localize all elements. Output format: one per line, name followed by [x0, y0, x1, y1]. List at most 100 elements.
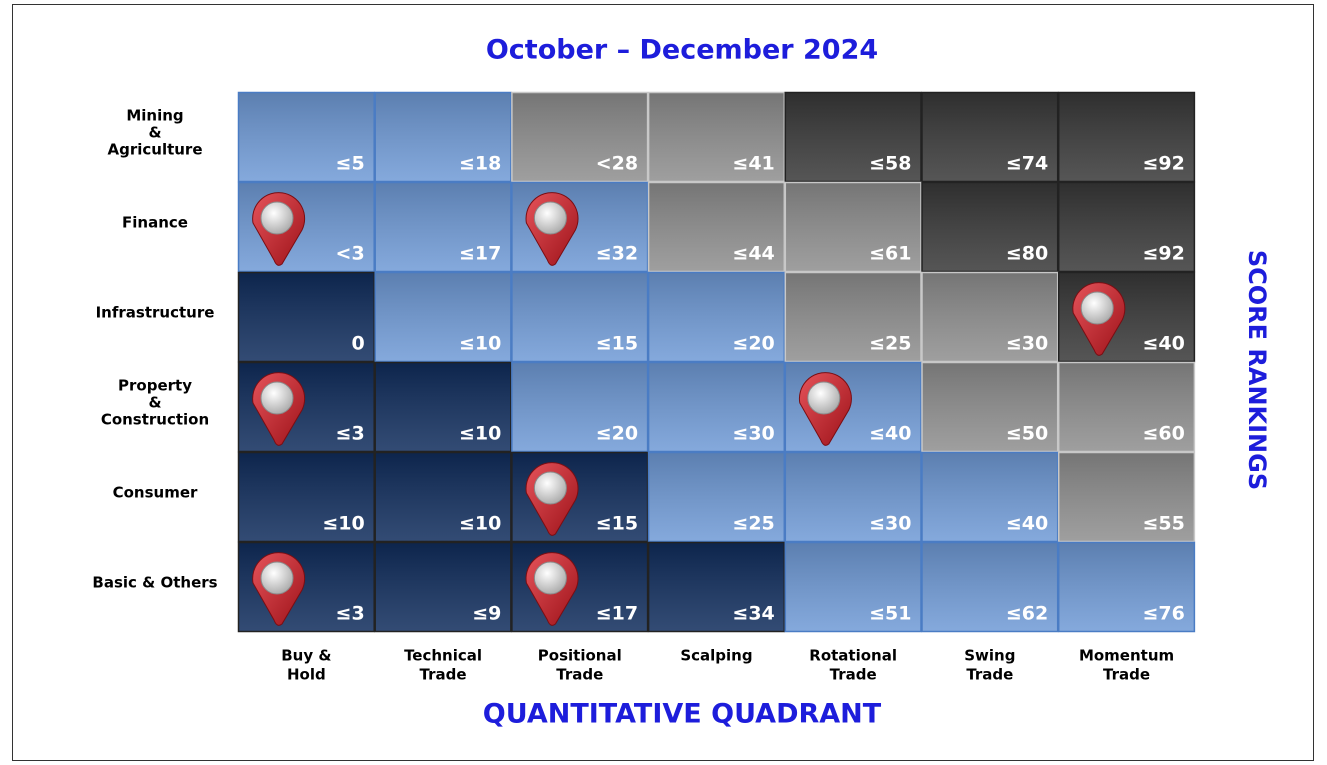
- cell-label: ≤15: [596, 513, 638, 535]
- cell-label: ≤18: [459, 153, 501, 175]
- cell-border: [784, 271, 922, 363]
- cell-shade: [784, 272, 922, 362]
- cell-label: ≤58: [869, 153, 911, 175]
- x-axis-title: QUANTITATIVE QUADRANT: [483, 699, 882, 730]
- location-pin: [252, 372, 306, 446]
- cell-border: [374, 541, 512, 633]
- row-label: Property: [118, 377, 192, 395]
- location-pin: [525, 192, 579, 266]
- row-label: &: [148, 124, 161, 142]
- cell-shade: [921, 362, 1059, 452]
- row-label: Basic & Others: [92, 574, 217, 592]
- cell-border: [374, 271, 512, 363]
- cell-label: ≤25: [732, 513, 774, 535]
- cell-label: ≤17: [459, 243, 501, 265]
- cell-shade: [784, 92, 922, 182]
- location-pin: [1072, 282, 1126, 356]
- cell-border: [647, 271, 786, 363]
- column-label: Buy &: [281, 647, 331, 665]
- cell-shade: [1058, 92, 1195, 182]
- cell-label: ≤50: [1006, 423, 1048, 445]
- row-label: Consumer: [113, 484, 198, 502]
- row-label: Construction: [101, 411, 209, 429]
- cell-shade: [784, 542, 922, 632]
- y-axis-title: SCORE RANKINGS: [1243, 250, 1271, 490]
- cell-shade: [648, 362, 785, 452]
- cell-shade: [238, 452, 375, 542]
- cell-shade: [1058, 362, 1195, 452]
- cell-border: [237, 451, 375, 543]
- cell-shade: [921, 542, 1059, 632]
- column-label: Trade: [1103, 666, 1150, 684]
- cell-border: [511, 541, 649, 633]
- column-label: Hold: [287, 666, 326, 684]
- location-pin: [798, 372, 852, 446]
- cell-border: [511, 361, 649, 453]
- cell-border: [921, 361, 1059, 453]
- location-pin: [525, 462, 579, 536]
- cell-shade: [511, 362, 649, 452]
- row-label: Agriculture: [107, 141, 202, 159]
- cell-border: [784, 361, 922, 453]
- cell-border: [374, 181, 512, 273]
- cell-label: ≤55: [1143, 513, 1185, 535]
- cell-shade: [1058, 542, 1195, 632]
- cell-label: ≤3: [336, 603, 365, 625]
- cell-shade: [648, 542, 785, 632]
- cell-label: ≤51: [869, 603, 911, 625]
- row-label: Mining: [126, 107, 183, 125]
- cell-border: [921, 541, 1059, 633]
- cell-border: [511, 271, 649, 363]
- cell-border: [784, 541, 922, 633]
- column-label: Rotational: [809, 647, 897, 665]
- pin-ball: [1080, 291, 1114, 325]
- cell-shade: [648, 92, 785, 182]
- cell-shade: [921, 182, 1059, 272]
- cell-border: [1057, 91, 1196, 183]
- column-label: Momentum: [1079, 647, 1174, 665]
- cell-shade: [374, 362, 512, 452]
- cell-label: ≤10: [459, 333, 501, 355]
- cell-label: ≤74: [1006, 153, 1048, 175]
- cell-border: [784, 451, 922, 543]
- location-pin: [252, 192, 306, 266]
- cell-shade: [1058, 182, 1195, 272]
- cell-shade: [374, 272, 512, 362]
- cell-label: ≤30: [732, 423, 774, 445]
- cell-label: ≤62: [1006, 603, 1048, 625]
- cell-label: ≤10: [459, 423, 501, 445]
- cell-label: ≤20: [596, 423, 638, 445]
- cell-shade: [1058, 452, 1195, 542]
- cell-border: [647, 91, 786, 183]
- column-label: Technical: [404, 647, 482, 665]
- cell-border: [647, 451, 786, 543]
- pin-ball: [533, 471, 567, 505]
- location-pin: [525, 552, 579, 626]
- cell-shade: [648, 452, 785, 542]
- cell-border: [511, 181, 649, 273]
- cell-shade: [374, 452, 512, 542]
- column-label: Scalping: [680, 647, 752, 665]
- cell-label: ≤61: [869, 243, 911, 265]
- column-label: Trade: [420, 666, 467, 684]
- cell-shade: [921, 452, 1059, 542]
- cell-shade: [238, 272, 375, 362]
- column-label: Trade: [966, 666, 1013, 684]
- cell-label: ≤76: [1143, 603, 1185, 625]
- cell-label: ≤92: [1143, 153, 1185, 175]
- cell-shade: [648, 272, 785, 362]
- cell-label: ≤92: [1143, 243, 1185, 265]
- cell-border: [1057, 181, 1196, 273]
- cell-label: ≤15: [596, 333, 638, 355]
- title: October – December 2024: [486, 35, 878, 66]
- cell-shade: [784, 452, 922, 542]
- cell-label: ≤60: [1143, 423, 1185, 445]
- cell-shade: [374, 92, 512, 182]
- column-label: Trade: [556, 666, 603, 684]
- cell-label: ≤20: [732, 333, 774, 355]
- cell-shade: [511, 92, 649, 182]
- cell-border: [237, 361, 375, 453]
- cell-border: [1057, 541, 1196, 633]
- cell-shade: [374, 182, 512, 272]
- column-label: Trade: [830, 666, 877, 684]
